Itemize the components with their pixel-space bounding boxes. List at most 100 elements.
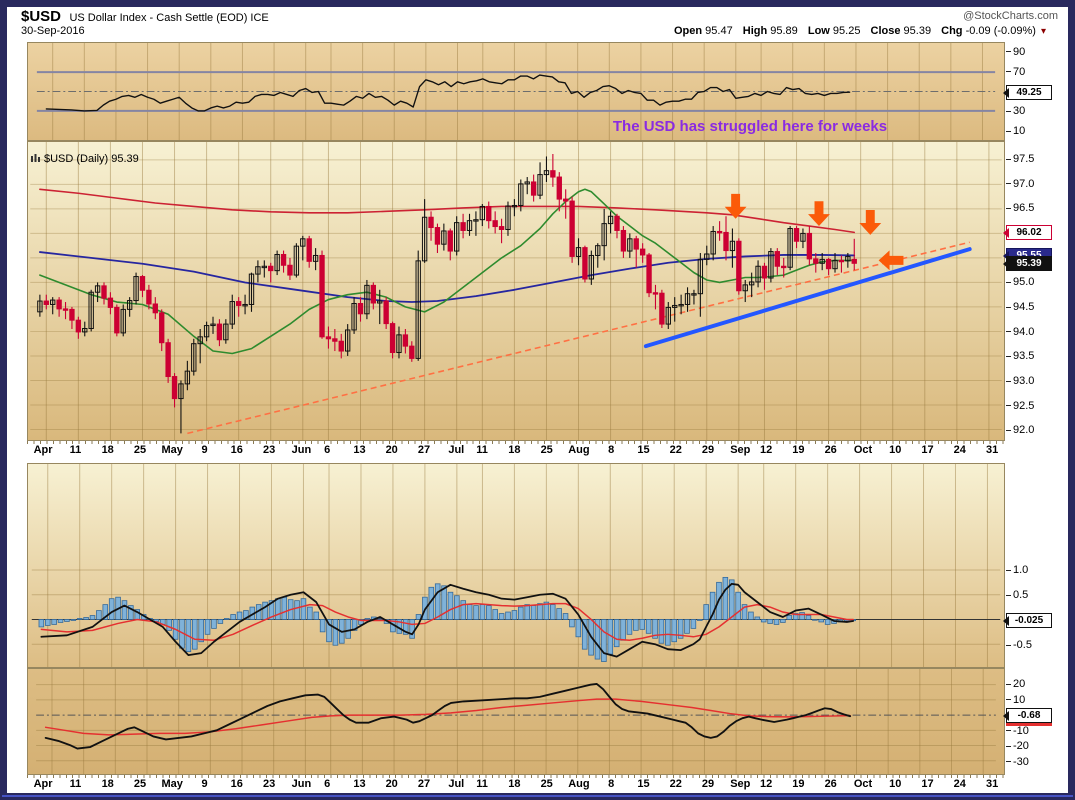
symbol: $USD [21, 8, 62, 25]
x-axis-label: 19 [792, 778, 805, 790]
open-value: 95.47 [705, 25, 733, 37]
x-axis-label: May [161, 444, 183, 456]
quote-summary: Open 95.47 High 95.89 Low 95.25 Close 95… [667, 25, 1046, 37]
chart-type-icon [31, 154, 40, 162]
y-axis-label: 70 [1006, 66, 1025, 78]
chart-page: $USD US Dollar Index - Cash Settle (EOD)… [7, 7, 1068, 793]
x-axis-label: 20 [385, 778, 398, 790]
chg-value: -0.09 (-0.09%) [965, 25, 1036, 37]
x-axis-label: 19 [792, 444, 805, 456]
x-axis-label: 15 [637, 778, 650, 790]
y-axis-label: 90 [1006, 46, 1025, 58]
x-axis-label: 17 [921, 444, 934, 456]
x-axis-label: 9 [201, 778, 208, 790]
x-axis-label: 6 [324, 778, 331, 790]
y-axis-label: 92.5 [1006, 400, 1034, 412]
x-axis-label: 31 [985, 778, 999, 790]
close-value-box: 95.39 [1006, 256, 1052, 271]
x-axis-label: 22 [669, 778, 682, 790]
y-axis-label: -0.5 [1006, 639, 1032, 651]
chg-label: Chg [941, 25, 963, 37]
x-axis-label: 24 [953, 444, 966, 456]
y-axis-label: 0.5 [1006, 589, 1028, 601]
annotation-text: The USD has struggled here for weeks [612, 118, 888, 135]
close-value: 95.39 [903, 25, 932, 37]
low-label: Low [807, 25, 830, 37]
x-axis-label: Oct [853, 444, 873, 456]
y-axis-label: 10 [1006, 694, 1025, 706]
x-axis-label: 8 [608, 444, 615, 456]
x-axis-label: 18 [101, 444, 114, 456]
momentum-panel [27, 668, 1005, 775]
open-label: Open [673, 25, 703, 37]
x-axis-label: May [161, 778, 183, 790]
x-axis-label: Apr [33, 444, 53, 456]
x-axis-label: 31 [985, 444, 999, 456]
rsi-value-box: 49.25 [1006, 85, 1052, 100]
y-axis-label: 94.5 [1006, 301, 1034, 313]
x-axis-label: 13 [353, 778, 366, 790]
y-axis-label: -10 [1006, 725, 1029, 737]
x-axis-label: 9 [201, 444, 208, 456]
x-axis-label: 10 [889, 778, 902, 790]
y-axis-label: 10 [1006, 125, 1025, 137]
x-axis-label: 16 [230, 444, 243, 456]
x-axis-label: 20 [385, 444, 398, 456]
x-axis-label: 6 [324, 444, 331, 456]
x-axis-label: 18 [508, 444, 521, 456]
x-axis-label: Apr [33, 778, 53, 790]
y-axis-label: 96.5 [1006, 202, 1034, 214]
x-axis-label: 25 [133, 778, 147, 790]
x-axis-label: Aug [568, 444, 590, 456]
x-axis-label: Jul [448, 778, 465, 790]
x-axis-label: 29 [701, 778, 715, 790]
y-axis-label: 92.0 [1006, 424, 1034, 436]
x-axis-label: Jun [291, 444, 312, 456]
y-axis-label: 94.0 [1006, 326, 1034, 338]
x-axis-label: 8 [608, 778, 615, 790]
x-axis-label: 24 [953, 778, 966, 790]
x-axis-label: 27 [417, 778, 431, 790]
chg-dropdown-icon[interactable]: ▾ [1040, 26, 1046, 37]
x-axis-label: 27 [417, 444, 431, 456]
x-axis-label: 18 [508, 778, 521, 790]
y-axis-label: 97.5 [1006, 153, 1034, 165]
x-axis-bottom: Apr 11 18 25 May 9 16 23 Jun 6 13 20 27 Jul 11 18 25 Aug 8… [27, 775, 1005, 793]
y-axis-label: 1.0 [1006, 564, 1028, 576]
x-axis-label: 17 [921, 778, 934, 790]
y-axis-gutter: 9070301097.597.096.596.095.595.094.594.0… [1006, 37, 1066, 782]
x-axis-label: Sep [730, 778, 751, 790]
close-label: Close [870, 25, 901, 37]
x-axis-label: 25 [540, 778, 553, 790]
chart-date: 30-Sep-2016 [21, 25, 85, 37]
x-axis-label: 18 [101, 778, 114, 790]
y-axis-label: 97.0 [1006, 178, 1034, 190]
x-axis-label: 25 [133, 444, 147, 456]
x-axis-label: Aug [568, 778, 590, 790]
x-axis-label: 11 [476, 444, 488, 456]
y-axis-label: 93.5 [1006, 350, 1034, 362]
price-panel [27, 141, 1005, 441]
y-axis-label: 93.0 [1006, 375, 1034, 387]
high-value: 95.89 [770, 25, 798, 37]
x-axis-top: Apr 11 18 25 May 9 16 23 Jun 6 13 20 27 Jul 11 18 25 Aug 8… [27, 441, 1005, 463]
x-axis-label: 16 [230, 778, 243, 790]
rsi-panel [27, 42, 1005, 141]
chart-label-text: $USD (Daily) 95.39 [44, 153, 139, 165]
x-axis-label: 25 [540, 444, 553, 456]
x-axis-label: Oct [853, 778, 873, 790]
ma50-value-box: 96.02 [1006, 225, 1052, 240]
x-axis-label: 11 [69, 778, 82, 790]
chart-title: US Dollar Index - Cash Settle (EOD) ICE [69, 12, 269, 24]
high-label: High [742, 25, 768, 37]
low-value: 95.25 [832, 25, 861, 37]
y-axis-label: 30 [1006, 105, 1025, 117]
x-axis-label: Sep [730, 444, 751, 456]
x-axis-label: 23 [262, 778, 276, 790]
x-axis-label: 15 [637, 444, 650, 456]
stockcharts-credit: @StockCharts.com [963, 10, 1058, 22]
header-row2: 30-Sep-2016 Open 95.47 High 95.89 Low 95… [21, 25, 1060, 40]
y-axis-label: 20 [1006, 678, 1025, 690]
x-axis-label: Jul [448, 444, 465, 456]
